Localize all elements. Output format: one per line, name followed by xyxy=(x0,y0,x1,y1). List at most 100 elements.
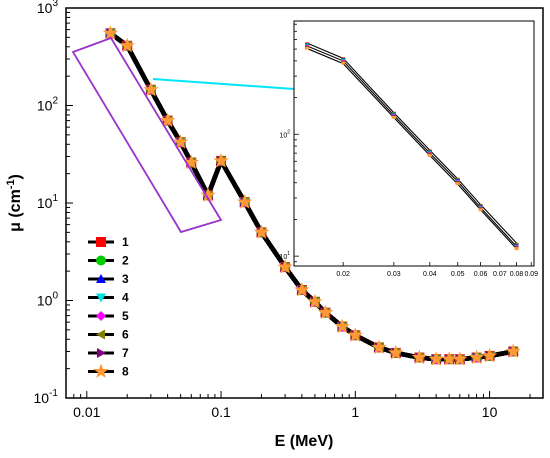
series-8-point xyxy=(253,224,270,239)
highlight-box xyxy=(71,36,223,234)
inset-marker-cluster xyxy=(305,42,310,50)
legend-item-6: 6 xyxy=(88,328,129,342)
legend-item-1: 1 xyxy=(88,235,129,249)
series-8-point xyxy=(200,187,216,202)
series-8-markers xyxy=(102,25,521,366)
legend-label: 4 xyxy=(122,291,129,305)
series-8-point xyxy=(371,339,387,354)
series-8-point xyxy=(277,259,293,274)
y-axis-title: μ (cm-1) xyxy=(5,174,24,232)
inset-y-tick-label: 101 xyxy=(279,251,290,261)
series-8-point xyxy=(294,281,310,297)
inset-plot: 101 102 0.02 0.03 0.04 0.05 0.06 0.07 0.08 0.09 xyxy=(279,20,538,278)
legend-marker xyxy=(97,348,106,358)
y-tick-label: 102 xyxy=(37,96,59,114)
legend-item-5: 5 xyxy=(88,309,129,323)
inset-x-tick-label: 0.04 xyxy=(423,271,437,278)
inset-point xyxy=(427,153,432,157)
x-tick-label: 1 xyxy=(351,404,359,420)
inset-marker-cluster xyxy=(478,204,483,212)
series-8-point xyxy=(236,194,253,209)
legend-label: 1 xyxy=(122,235,129,249)
inset-marker-cluster xyxy=(514,242,519,251)
inset-x-tick-label: 0.05 xyxy=(451,271,465,278)
legend-label: 3 xyxy=(122,272,129,286)
inset-point xyxy=(305,46,310,50)
legend-marker xyxy=(96,255,106,266)
series-8-point xyxy=(481,347,498,363)
main-plot: 10-1 100 101 102 103 0.01 0.1 1 10 E (MeV) μ (c… xyxy=(5,0,544,450)
series-8-point xyxy=(172,134,189,149)
series-8-point xyxy=(307,293,323,309)
inset-x-tick-label: 0.03 xyxy=(387,271,401,278)
inset-series-layer xyxy=(305,42,519,251)
series-8-point xyxy=(411,349,428,365)
inset-point xyxy=(478,208,483,212)
series-8-point xyxy=(452,351,468,366)
legend-label: 8 xyxy=(122,365,129,379)
inset-point xyxy=(514,247,519,251)
legend-marker xyxy=(96,329,105,340)
legend: 1 2 3 4 5 6 7 8 xyxy=(88,235,129,379)
legend-item-3: 3 xyxy=(88,272,129,286)
main-x-axis-ticks: 0.01 0.1 1 10 xyxy=(65,391,531,420)
inset-y-axis-ticks: 101 102 xyxy=(279,23,299,263)
y-tick-label: 101 xyxy=(37,193,59,211)
series-8-point xyxy=(102,25,119,40)
x-axis-title: E (MeV) xyxy=(275,433,334,450)
series-8-point xyxy=(347,327,364,342)
series-8-point xyxy=(213,152,229,168)
inset-x-tick-label: 0.07 xyxy=(493,271,507,278)
main-y-axis-ticks: 10-1 100 101 102 103 xyxy=(34,0,73,406)
x-tick-label: 10 xyxy=(482,404,498,420)
inset-marker-cluster xyxy=(341,57,346,65)
y-axis-title-superscript: -1 xyxy=(5,179,17,189)
inset-point xyxy=(455,182,460,186)
legend-label: 2 xyxy=(122,254,129,268)
y-axis-title-prefix: μ (cm xyxy=(7,189,24,232)
series-8-point xyxy=(317,304,334,320)
inset-x-tick-label: 0.02 xyxy=(336,271,350,278)
x-tick-label: 0.01 xyxy=(73,404,100,420)
inset-point xyxy=(391,115,396,119)
legend-label: 7 xyxy=(122,346,129,360)
series-8-point xyxy=(441,351,457,366)
x-tick-label: 0.1 xyxy=(211,404,231,420)
inset-y-tick-label: 102 xyxy=(279,129,290,139)
legend-item-2: 2 xyxy=(88,254,129,268)
y-tick-label: 100 xyxy=(37,291,59,309)
series-8-point xyxy=(428,351,444,366)
inset-marker-cluster xyxy=(427,149,432,157)
main-series-layer xyxy=(102,25,521,366)
legend-marker xyxy=(93,363,109,379)
series-8-point xyxy=(143,81,159,97)
inset-x-axis-ticks: 0.02 0.03 0.04 0.05 0.06 0.07 0.08 0.09 xyxy=(336,262,538,278)
series-8-point xyxy=(505,343,521,359)
legend-marker xyxy=(96,237,106,247)
inset-plot-frame xyxy=(293,20,535,267)
series-8-point xyxy=(388,344,404,360)
inset-x-tick-label: 0.08 xyxy=(510,271,524,278)
y-tick-label: 10-1 xyxy=(34,388,59,406)
legend-label: 6 xyxy=(122,328,129,342)
legend-label: 5 xyxy=(122,309,129,323)
inset-marker-cluster xyxy=(391,111,396,119)
inset-x-tick-label: 0.09 xyxy=(524,271,538,278)
inset-x-tick-label: 0.06 xyxy=(474,271,488,278)
legend-marker xyxy=(96,293,106,303)
legend-marker xyxy=(96,274,106,283)
legend-item-4: 4 xyxy=(88,291,129,305)
series-8-point xyxy=(468,349,485,365)
inset-point xyxy=(341,61,346,65)
legend-marker xyxy=(96,311,106,321)
series-8-point xyxy=(159,112,176,128)
series-8-point xyxy=(183,154,199,170)
legend-item-8: 8 xyxy=(88,363,129,379)
y-tick-label: 103 xyxy=(37,0,59,16)
inset-marker-cluster xyxy=(455,177,460,186)
legend-item-7: 7 xyxy=(88,346,129,360)
y-axis-title-suffix: ) xyxy=(7,174,24,179)
series-8-point xyxy=(334,318,351,334)
series-8-point xyxy=(119,37,135,53)
